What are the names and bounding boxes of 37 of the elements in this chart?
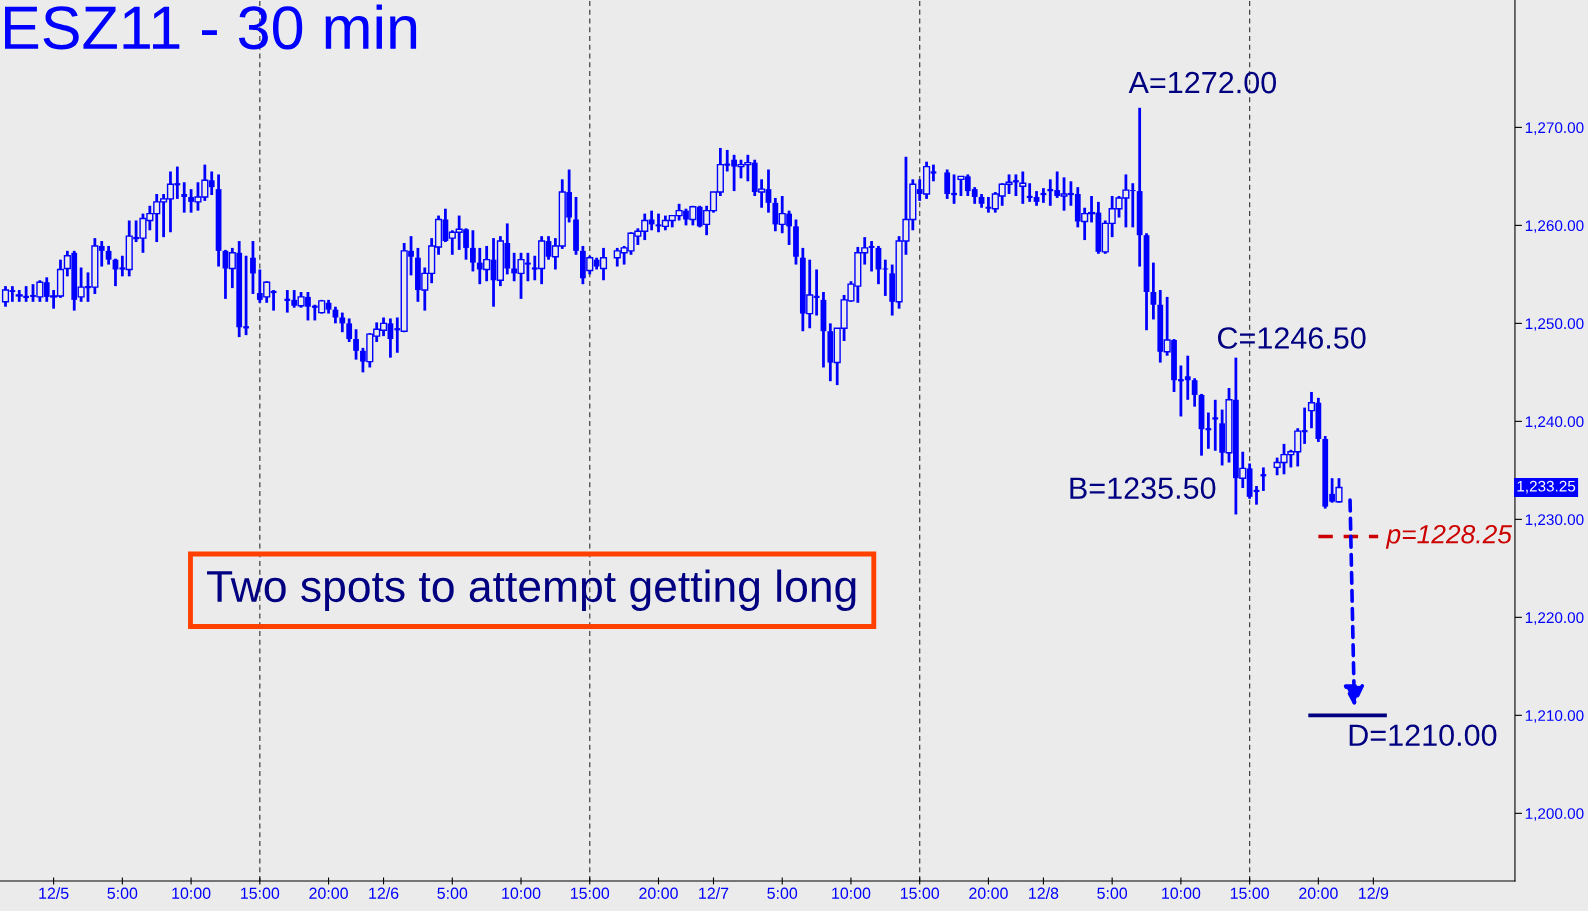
- y-tick-label: 1,260.00: [1525, 220, 1584, 233]
- x-tick-label: 12/7: [699, 887, 729, 899]
- x-tick-label: 20:00: [639, 887, 678, 899]
- x-tick-label: 12/8: [1029, 887, 1059, 899]
- x-tick-label: 12/9: [1359, 887, 1389, 899]
- annotation: A=1272.00: [1128, 71, 1277, 94]
- x-tick-label: 10:00: [832, 887, 871, 899]
- annotation: C=1246.50: [1217, 327, 1366, 349]
- annotation: Two spots to attempt getting long: [207, 569, 856, 611]
- x-tick-label: 15:00: [241, 887, 280, 899]
- chart-title: ESZ11 - 30 min: [5, 4, 417, 50]
- y-tick-label: 1,240.00: [1525, 416, 1584, 429]
- x-tick-label: 15:00: [900, 887, 940, 899]
- x-tick-label: 5:00: [767, 887, 798, 899]
- x-tick-label: 5:00: [1097, 887, 1128, 899]
- x-tick-label: 15:00: [1230, 887, 1269, 899]
- y-tick-label: 1,250.00: [1525, 318, 1584, 331]
- text: 1,233.25: [1517, 480, 1576, 494]
- y-tick-label: 1,210.00: [1525, 710, 1584, 723]
- x-tick-label: 10:00: [1162, 887, 1201, 899]
- x-tick-label: 5:00: [107, 887, 138, 899]
- x-tick-label: 15:00: [570, 887, 610, 899]
- y-tick-label: 1,220.00: [1525, 612, 1584, 625]
- x-tick-label: 12/6: [369, 887, 399, 899]
- y-tick-label: 1,230.00: [1525, 514, 1584, 527]
- annotation: B=1235.50: [1070, 477, 1216, 500]
- x-tick-label: 20:00: [1299, 887, 1338, 899]
- x-tick-label: 20:00: [309, 887, 348, 899]
- y-tick-label: 1,270.00: [1525, 122, 1584, 135]
- annotation: D=1210.00: [1349, 724, 1497, 747]
- annotation: p=1228.25: [1385, 524, 1513, 549]
- x-tick-label: 20:00: [969, 887, 1008, 899]
- x-tick-label: 5:00: [437, 887, 468, 899]
- x-tick-label: 10:00: [172, 887, 211, 899]
- x-tick-label: 12/5: [39, 887, 69, 899]
- x-tick-label: 10:00: [502, 887, 541, 899]
- y-tick-label: 1,200.00: [1525, 808, 1584, 821]
